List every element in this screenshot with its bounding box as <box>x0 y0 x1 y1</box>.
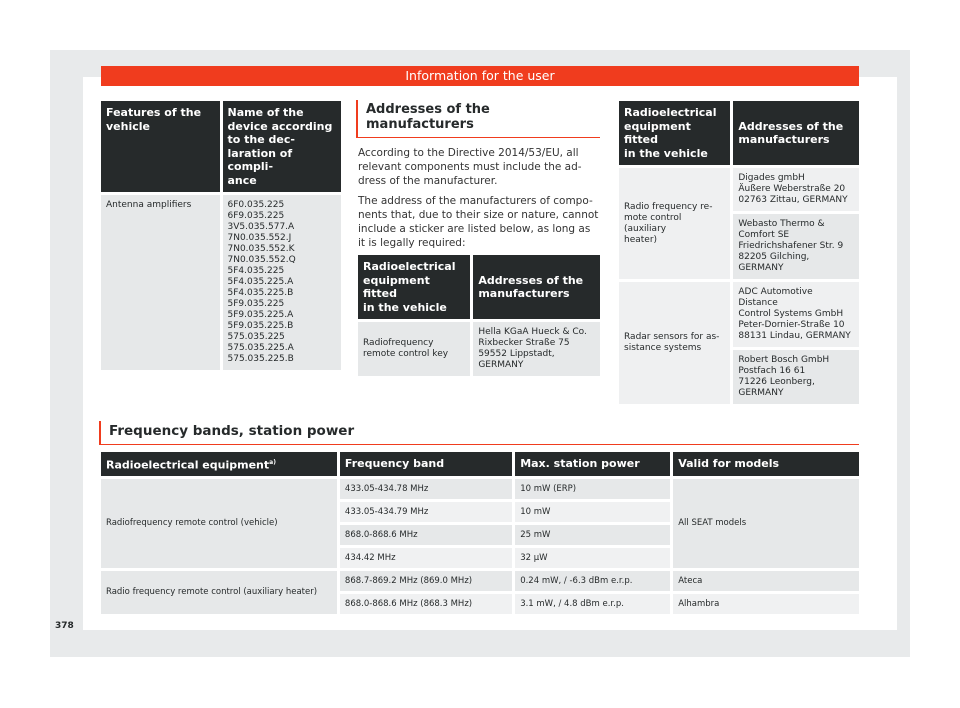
table-row: Radar sensors for as- sistance systems AD… <box>619 282 859 404</box>
power-cell: 32 µW <box>515 548 671 569</box>
table-row: Robert Bosch GmbH Postfach 16 61 71226 L… <box>619 350 859 404</box>
column-header: Radioelectrical equipment fitted in the … <box>619 101 731 165</box>
paragraph: According to the Directive 2014/53/EU, a… <box>358 147 582 187</box>
column-header: Radioelectrical equipmenta) <box>101 452 337 477</box>
table-row: 433.05-434.79 MHz 10 mW <box>101 502 859 523</box>
frequency-section: Frequency bands, station power <box>99 421 859 445</box>
power-cell: 0.24 mW, / -6.3 dBm e.r.p. <box>515 571 671 592</box>
band-cell: 868.0-868.6 MHz (868.3 MHz) <box>339 594 513 615</box>
address-cell: Robert Bosch GmbH Postfach 16 61 71226 L… <box>733 350 859 404</box>
column-header: Addresses of the manufacturers <box>473 255 600 319</box>
column-header: Frequency band <box>339 452 513 477</box>
table-row: Antenna amplifiers 6F0.035.225 6F9.035.22… <box>101 195 341 370</box>
equipment-cell: Radar sensors for as- sistance systems <box>619 282 731 404</box>
address-cell: Digades gmbH Äußere Weberstraße 20 02763… <box>733 168 859 211</box>
footnote-mark: a) <box>269 459 276 466</box>
table-row: Webasto Thermo & Comfort SE Friedrichsha… <box>619 214 859 279</box>
table-row: Radio frequency remote control (auxiliar… <box>101 571 859 615</box>
antenna-table: Features of the vehicle Name of the devic… <box>98 98 344 373</box>
table-row: Radiofrequency remote control key Hella K… <box>358 322 600 376</box>
table-row: 868.0-868.6 MHz (868.3 MHz) 3.1 mW, / 4.… <box>101 594 859 615</box>
feature-cell: Antenna amplifiers <box>101 195 220 370</box>
column-header: Features of the vehicle <box>101 101 220 192</box>
section-title: Frequency bands, station power <box>99 421 859 445</box>
equipment-cell: Radio frequency re- mote control (auxili… <box>619 168 731 279</box>
equipment-cell: Radio frequency remote control (auxiliar… <box>101 571 337 615</box>
band-cell: 868.7-869.2 MHz (869.0 MHz) <box>339 571 513 592</box>
models-cell: All SEAT models <box>673 479 859 569</box>
models-cell: Ateca <box>673 571 859 592</box>
power-cell: 10 mW (ERP) <box>515 479 671 500</box>
power-cell: 3.1 mW, / 4.8 dBm e.r.p. <box>515 594 671 615</box>
power-cell: 10 mW <box>515 502 671 523</box>
addresses-section: Addresses of the manufacturers According… <box>356 100 600 250</box>
table-row: 868.0-868.6 MHz 25 mW <box>101 525 859 546</box>
header-label: Radioelectrical equipment <box>106 458 270 472</box>
models-cell: Alhambra <box>673 594 859 615</box>
column-header: Radioelectrical equipment fitted in the … <box>358 255 471 319</box>
page-number: 378 <box>55 621 74 631</box>
frequency-table: Radioelectrical equipmenta) Frequency ba… <box>98 449 862 617</box>
band-cell: 434.42 MHz <box>339 548 513 569</box>
table-row: Radiofrequency remote control (vehicle) … <box>101 479 859 569</box>
table-row: Radio frequency re- mote control (auxili… <box>619 168 859 279</box>
section-header-bar: Information for the user <box>101 66 859 86</box>
section-title: Addresses of the manufacturers <box>356 100 600 138</box>
table-row: 434.42 MHz 32 µW <box>101 548 859 569</box>
equipment-cell: Radiofrequency remote control key <box>358 322 471 376</box>
column-header: Valid for models <box>673 452 859 477</box>
band-cell: 433.05-434.79 MHz <box>339 502 513 523</box>
power-cell: 25 mW <box>515 525 671 546</box>
paragraph: The address of the manufacturers of comp… <box>358 195 599 249</box>
addresses-table: Radioelectrical equipment fitted in the … <box>355 252 603 379</box>
column-header: Name of the device according to the dec-… <box>222 101 341 192</box>
address-cell: ADC Automotive Distance Control Systems … <box>733 282 859 347</box>
manufacturers-table: Radioelectrical equipment fitted in the … <box>616 98 862 407</box>
devices-cell: 6F0.035.225 6F9.035.225 3V5.035.577.A 7N… <box>222 195 341 370</box>
column-header: Addresses of the manufacturers <box>733 101 859 165</box>
column-header: Max. station power <box>515 452 671 477</box>
equipment-cell: Radiofrequency remote control (vehicle) <box>101 479 337 569</box>
address-cell: Hella KGaA Hueck & Co. Rixbecker Straße … <box>473 322 600 376</box>
address-cell: Webasto Thermo & Comfort SE Friedrichsha… <box>733 214 859 279</box>
band-cell: 433.05-434.78 MHz <box>339 479 513 500</box>
band-cell: 868.0-868.6 MHz <box>339 525 513 546</box>
